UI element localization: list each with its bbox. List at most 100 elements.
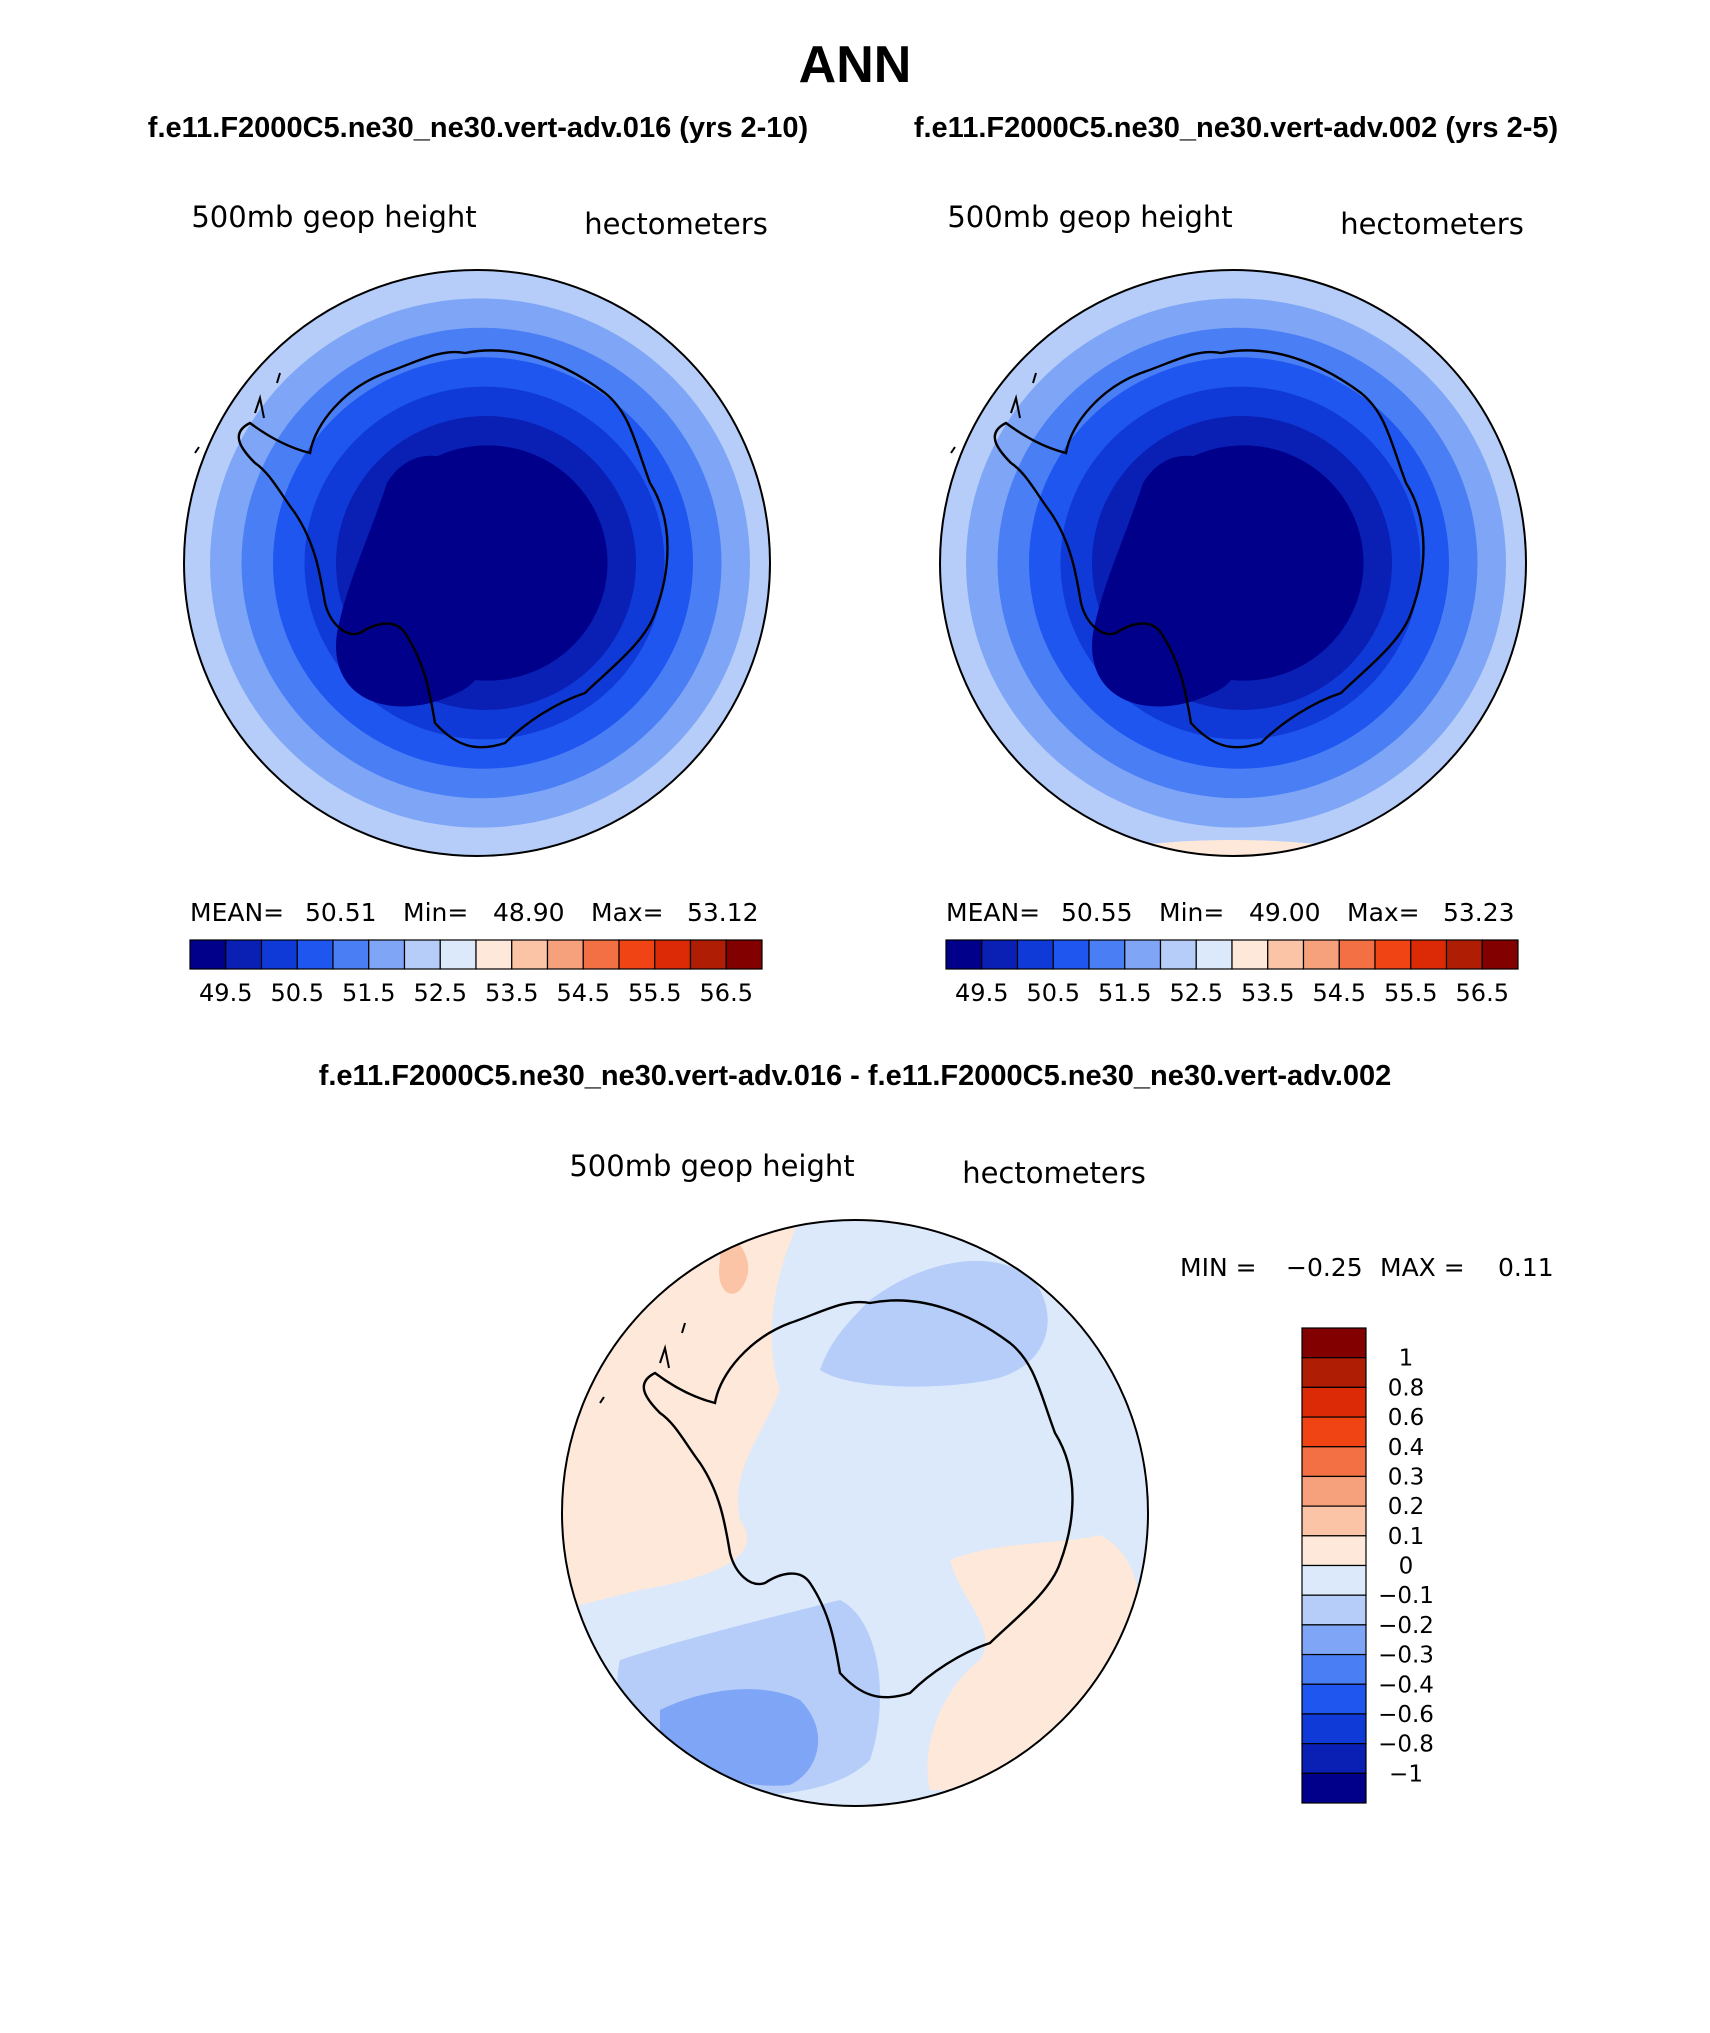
right-stats: MEAN= 50.55 Min= 49.00 Max= 53.23: [946, 898, 1515, 927]
colorbar-swatch: [1016, 939, 1054, 970]
colorbar-swatch: [654, 939, 692, 970]
colorbar-swatch: [1052, 939, 1090, 970]
diff-map-border: [561, 1219, 1149, 1807]
right-units-label: hectometers: [1340, 207, 1524, 241]
diff-positive-max: [719, 1225, 749, 1294]
diff-map-panel: 500mb geop height hectometers MIN = −0.2…: [561, 1149, 1554, 1807]
colorbar-swatch: [260, 939, 298, 970]
colorbar-tick-label: 49.5: [955, 979, 1008, 1007]
colorbar-tick-label: 50.5: [1027, 979, 1080, 1007]
colorbar-tick-label: 52.5: [1170, 979, 1223, 1007]
colorbar-tick-label: 50.5: [271, 979, 324, 1007]
right-colorbar-labels: 49.5 50.5 51.5 52.5 53.5 54.5 55.5 56.5: [955, 979, 1509, 1007]
colorbar-tick-label: 51.5: [1098, 979, 1151, 1007]
colorbar-swatch: [1301, 1683, 1367, 1715]
colorbar-swatch: [1301, 1772, 1367, 1804]
colorbar-swatch: [981, 939, 1019, 970]
colorbar-swatch: [1301, 1594, 1367, 1626]
colorbar-swatch: [368, 939, 406, 970]
left-contour-field: [184, 270, 770, 856]
colorbar-swatch: [1301, 1475, 1367, 1507]
diff-colorbar-labels: 1 0.8 0.6 0.4 0.3 0.2 0.1 0 −0.1 −0.2 −0.3 −0.4 −0.6…: [1378, 1346, 1434, 1788]
left-stats: MEAN= 50.51 Min= 48.90 Max= 53.12: [190, 898, 759, 927]
colorbar-swatch: [1301, 1357, 1367, 1388]
colorbar-swatch: [403, 939, 441, 970]
colorbar-swatch: [439, 939, 477, 970]
colorbar-swatch: [1481, 939, 1519, 970]
diff-stats: MIN = −0.25 MAX = 0.11: [1180, 1253, 1554, 1282]
right-contour-field: [940, 270, 1526, 856]
colorbar-swatch: [296, 939, 334, 970]
diff-colorbar: [1301, 1327, 1367, 1804]
colorbar-tick-label: 0.4: [1388, 1435, 1425, 1461]
colorbar-tick-label: 0: [1399, 1554, 1414, 1580]
colorbar-swatch: [475, 939, 513, 970]
right-panel-header: f.e11.F2000C5.ne30_ne30.vert-adv.002 (yr…: [914, 112, 1558, 144]
colorbar-swatch: [1088, 939, 1126, 970]
colorbar-swatch: [1301, 1505, 1367, 1537]
left-variable-label: 500mb geop height: [191, 200, 476, 234]
right-variable-label: 500mb geop height: [947, 200, 1232, 234]
colorbar-tick-label: 53.5: [485, 979, 538, 1007]
colorbar-swatch: [1301, 1386, 1367, 1418]
colorbar-tick-label: 55.5: [1384, 979, 1437, 1007]
colorbar-swatch: [1301, 1416, 1367, 1448]
colorbar-tick-label: 54.5: [1313, 979, 1366, 1007]
colorbar-tick-label: −0.1: [1378, 1583, 1434, 1609]
colorbar-swatch: [1374, 939, 1412, 970]
colorbar-tick-label: 1: [1399, 1346, 1414, 1372]
colorbar-swatch: [1195, 939, 1233, 970]
colorbar-tick-label: −1: [1389, 1761, 1423, 1787]
colorbar-swatch: [689, 939, 727, 970]
diff-contour-field: [562, 1220, 1148, 1806]
left-colorbar: [189, 939, 763, 970]
colorbar-swatch: [1301, 1743, 1367, 1774]
diff-variable-label: 500mb geop height: [569, 1149, 854, 1183]
diff-coastline: [599, 1299, 1074, 1699]
contour-band-warm: [1073, 840, 1393, 856]
colorbar-swatch: [1410, 939, 1448, 970]
colorbar-swatch: [1301, 1535, 1367, 1567]
left-map-panel: 500mb geop height hectometers MEAN= 50.5…: [183, 200, 771, 1007]
left-units-label: hectometers: [584, 207, 768, 241]
colorbar-swatch: [1231, 939, 1269, 970]
colorbar-tick-label: −0.3: [1378, 1643, 1434, 1669]
colorbar-swatch: [618, 939, 656, 970]
colorbar-swatch: [1301, 1327, 1367, 1359]
colorbar-swatch: [1301, 1653, 1367, 1685]
left-colorbar-labels: 49.5 50.5 51.5 52.5 53.5 54.5 55.5 56.5: [199, 979, 753, 1007]
colorbar-swatch: [1159, 939, 1197, 970]
colorbar-swatch: [225, 939, 263, 970]
colorbar-swatch: [1301, 1564, 1367, 1596]
contour-core: [1092, 455, 1255, 707]
right-colorbar: [945, 939, 1519, 970]
colorbar-swatch: [1338, 939, 1376, 970]
colorbar-tick-label: 56.5: [1456, 979, 1509, 1007]
colorbar-tick-label: 53.5: [1241, 979, 1294, 1007]
colorbar-tick-label: 56.5: [700, 979, 753, 1007]
colorbar-tick-label: 0.6: [1388, 1405, 1425, 1431]
figure-title: ANN: [799, 36, 912, 94]
colorbar-tick-label: −0.6: [1378, 1702, 1434, 1728]
colorbar-swatch: [945, 939, 983, 970]
colorbar-swatch: [1124, 939, 1162, 970]
colorbar-swatch: [332, 939, 370, 970]
colorbar-swatch: [725, 939, 763, 970]
colorbar-tick-label: 49.5: [199, 979, 252, 1007]
colorbar-tick-label: 55.5: [628, 979, 681, 1007]
colorbar-swatch: [546, 939, 584, 970]
diff-panel-header: f.e11.F2000C5.ne30_ne30.vert-adv.016 - f…: [319, 1060, 1392, 1092]
colorbar-swatch: [1301, 1446, 1367, 1478]
colorbar-swatch: [582, 939, 620, 970]
colorbar-tick-label: −0.8: [1378, 1732, 1434, 1758]
colorbar-tick-label: 52.5: [414, 979, 467, 1007]
colorbar-swatch: [511, 939, 549, 970]
left-panel-header: f.e11.F2000C5.ne30_ne30.vert-adv.016 (yr…: [148, 112, 808, 144]
right-map-panel: 500mb geop height hectometers MEAN= 50.5…: [939, 200, 1527, 1007]
left-map-border: [183, 269, 771, 857]
right-coastline: [950, 349, 1425, 749]
diff-negative-northeast: [820, 1260, 1048, 1387]
colorbar-tick-label: 51.5: [342, 979, 395, 1007]
colorbar-swatch: [1301, 1624, 1367, 1656]
